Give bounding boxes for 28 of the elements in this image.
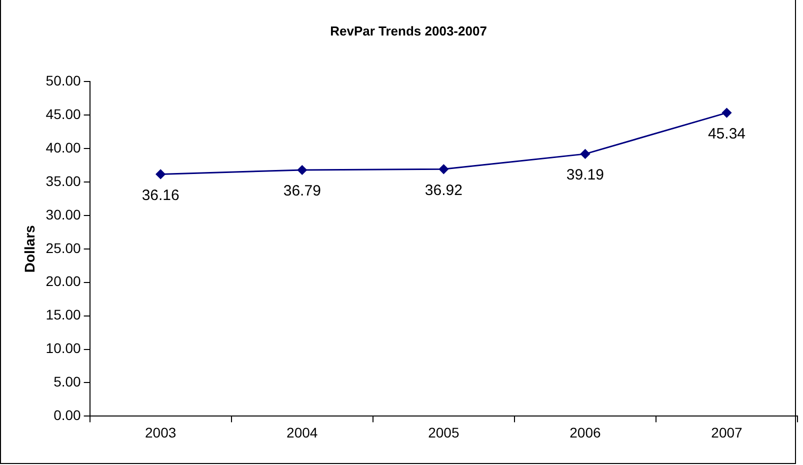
y-tick-label: 45.00	[46, 106, 82, 122]
y-tick-label: 5.00	[54, 374, 82, 390]
y-tick-label: 50.00	[46, 72, 82, 88]
y-tick-label: 25.00	[46, 240, 82, 256]
y-tick-label: 15.00	[46, 306, 82, 323]
data-label: 39.19	[566, 166, 604, 184]
data-label: 36.79	[283, 182, 321, 200]
y-tick-label: 40.00	[46, 139, 82, 156]
point	[580, 149, 590, 159]
y-tick-label: 30.00	[46, 206, 82, 222]
chart-title: RevPar Trends 2003-2007	[330, 23, 487, 38]
point	[722, 108, 732, 118]
point	[297, 165, 307, 175]
data-label: 45.34	[708, 125, 746, 142]
point	[156, 169, 166, 179]
point	[438, 164, 448, 174]
y-tick-label: 20.00	[46, 273, 82, 290]
x-tick-label: 2007	[711, 424, 743, 440]
x-tick-label: 2006	[570, 424, 601, 440]
y-tick-label: 35.00	[46, 172, 82, 189]
data-label: 36.92	[424, 182, 462, 199]
x-tick-label: 2003	[145, 424, 176, 440]
y-tick-label: 10.00	[46, 340, 82, 356]
data-label: 36.16	[142, 186, 180, 204]
y-axis-title: Dollars	[21, 224, 38, 273]
y-tick-label: 0.00	[54, 407, 82, 424]
x-tick-label: 2004	[286, 424, 318, 440]
x-tick-label: 2005	[428, 424, 460, 440]
